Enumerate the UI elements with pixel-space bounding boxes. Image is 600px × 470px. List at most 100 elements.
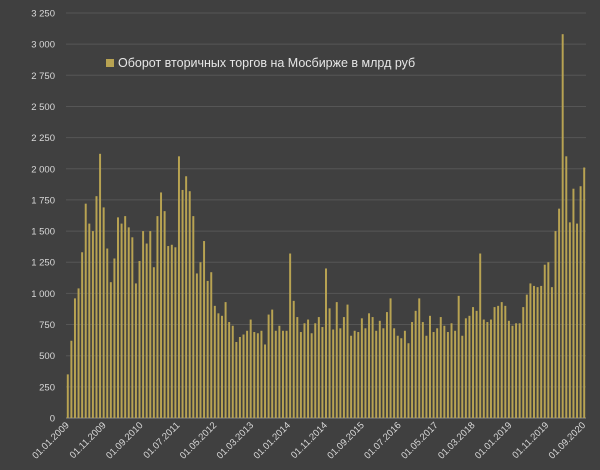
bar: [224, 302, 227, 418]
bar: [228, 322, 231, 418]
y-tick-label: 1 750: [31, 195, 55, 206]
bar: [113, 258, 116, 418]
bar: [540, 285, 543, 418]
bar: [170, 244, 173, 418]
bar: [296, 317, 299, 418]
bar: [221, 315, 223, 418]
bar: [375, 330, 378, 418]
bar: [497, 305, 500, 418]
bar: [299, 332, 302, 418]
x-tick-label: 01.11.2019: [510, 420, 551, 461]
bar: [325, 268, 327, 418]
bar: [188, 191, 191, 418]
bar: [134, 283, 137, 418]
bar: [364, 328, 367, 418]
bar: [203, 241, 206, 418]
bar: [73, 298, 76, 418]
bar: [156, 216, 159, 418]
bar: [579, 186, 582, 418]
bar: [472, 307, 475, 418]
bar: [432, 332, 435, 418]
x-tick-label: 01.03.2013: [215, 420, 256, 461]
bar: [522, 307, 525, 418]
bar: [213, 305, 216, 418]
bar: [357, 332, 360, 418]
bar: [529, 283, 532, 418]
bar: [317, 317, 320, 418]
bar: [396, 335, 399, 418]
x-tick-label: 01.09.2010: [104, 420, 145, 461]
bar: [81, 252, 84, 418]
bar: [253, 332, 256, 418]
y-tick-label: 3 250: [31, 9, 55, 20]
bars: [66, 34, 586, 419]
bar: [547, 262, 550, 418]
bar: [421, 322, 424, 418]
bar: [583, 167, 586, 418]
bar: [260, 330, 263, 418]
bar: [210, 272, 213, 418]
bar: [446, 332, 449, 418]
bar: [199, 262, 202, 418]
bar: [507, 320, 510, 418]
bar: [393, 328, 396, 418]
bar: [407, 343, 410, 418]
bar: [66, 374, 69, 418]
legend-swatch: [106, 59, 114, 67]
bar: [550, 287, 553, 418]
bar: [464, 318, 467, 418]
bar: [368, 313, 371, 418]
bar: [249, 319, 252, 418]
x-tick-label: 01.01.2014: [252, 420, 293, 461]
bar: [439, 317, 442, 418]
x-tick-label: 01.01.2019: [473, 420, 514, 461]
bar: [565, 156, 568, 418]
bar: [461, 335, 464, 418]
bar: [425, 335, 428, 418]
bar: [174, 247, 177, 418]
bar: [350, 335, 353, 418]
bar: [195, 273, 198, 418]
bar: [504, 305, 507, 418]
bar: [192, 216, 195, 418]
bar: [414, 310, 417, 418]
bar: [332, 329, 335, 418]
x-tick-label: 01.09.2015: [325, 420, 366, 461]
bar: [303, 323, 306, 418]
y-tick-label: 3 000: [31, 40, 55, 51]
bar: [382, 328, 385, 418]
y-tick-label: 2 000: [31, 164, 55, 175]
bar: [389, 298, 392, 418]
bar: [109, 282, 112, 418]
x-tick-label: 01.05.2017: [399, 420, 440, 461]
y-tick-label: 250: [39, 382, 55, 393]
bar: [554, 231, 557, 418]
bar: [360, 318, 363, 418]
bar: [145, 243, 148, 418]
bar: [127, 227, 130, 418]
bar: [117, 217, 119, 418]
bar: [246, 330, 249, 418]
bar: [385, 312, 388, 418]
bar: [328, 308, 331, 418]
bar: [536, 287, 539, 418]
bar: [95, 196, 98, 418]
bar: [217, 313, 220, 418]
y-tick-label: 1 000: [31, 289, 55, 300]
bar: [149, 231, 152, 418]
bar: [479, 253, 482, 418]
bar: [264, 344, 267, 418]
bar: [77, 288, 80, 418]
bar: [185, 176, 188, 418]
bar: [378, 320, 381, 418]
bar: [525, 294, 528, 418]
bar: [339, 328, 342, 418]
bar: [271, 309, 274, 418]
bar: [274, 330, 277, 418]
x-tick-label: 01.11.2014: [289, 420, 330, 461]
bar: [400, 338, 403, 418]
bar: [482, 319, 485, 418]
bar: [99, 153, 102, 418]
bar: [475, 310, 478, 418]
bar: [138, 260, 141, 418]
